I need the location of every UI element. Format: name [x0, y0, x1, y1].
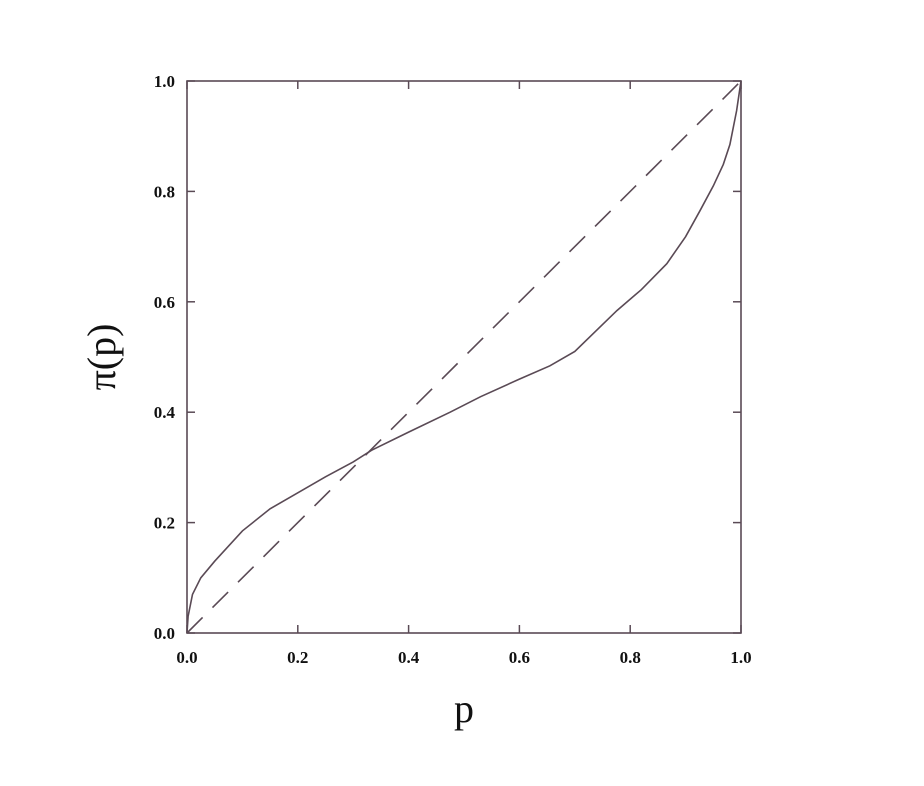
y-tick-label: 0.6 — [154, 293, 175, 312]
y-tick-label: 0.8 — [154, 182, 175, 201]
y-tick-label: 0.4 — [154, 403, 176, 422]
x-tick-label: 0.2 — [287, 648, 308, 667]
x-tick-label: 0.4 — [398, 648, 420, 667]
x-tick-label: 1.0 — [730, 648, 751, 667]
x-tick-label: 0.6 — [509, 648, 530, 667]
y-tick-label: 0.0 — [154, 624, 175, 643]
x-axis-title: p — [454, 686, 474, 731]
series-group — [186, 80, 742, 634]
ticks: 0.0 0.2 0.4 0.6 0.8 1.0 0.0 0.2 0.4 0.6 0.8 1.0 — [154, 72, 752, 667]
x-tick-label: 0.8 — [620, 648, 641, 667]
y-tick-label: 0.2 — [154, 514, 175, 533]
y-axis-title: π(p) — [79, 324, 124, 391]
series-line-solid — [186, 80, 742, 634]
y-tick-label: 1.0 — [154, 72, 175, 91]
series-line-dashed — [186, 80, 742, 634]
plot-frame — [186, 80, 742, 634]
x-tick-label: 0.0 — [176, 648, 197, 667]
